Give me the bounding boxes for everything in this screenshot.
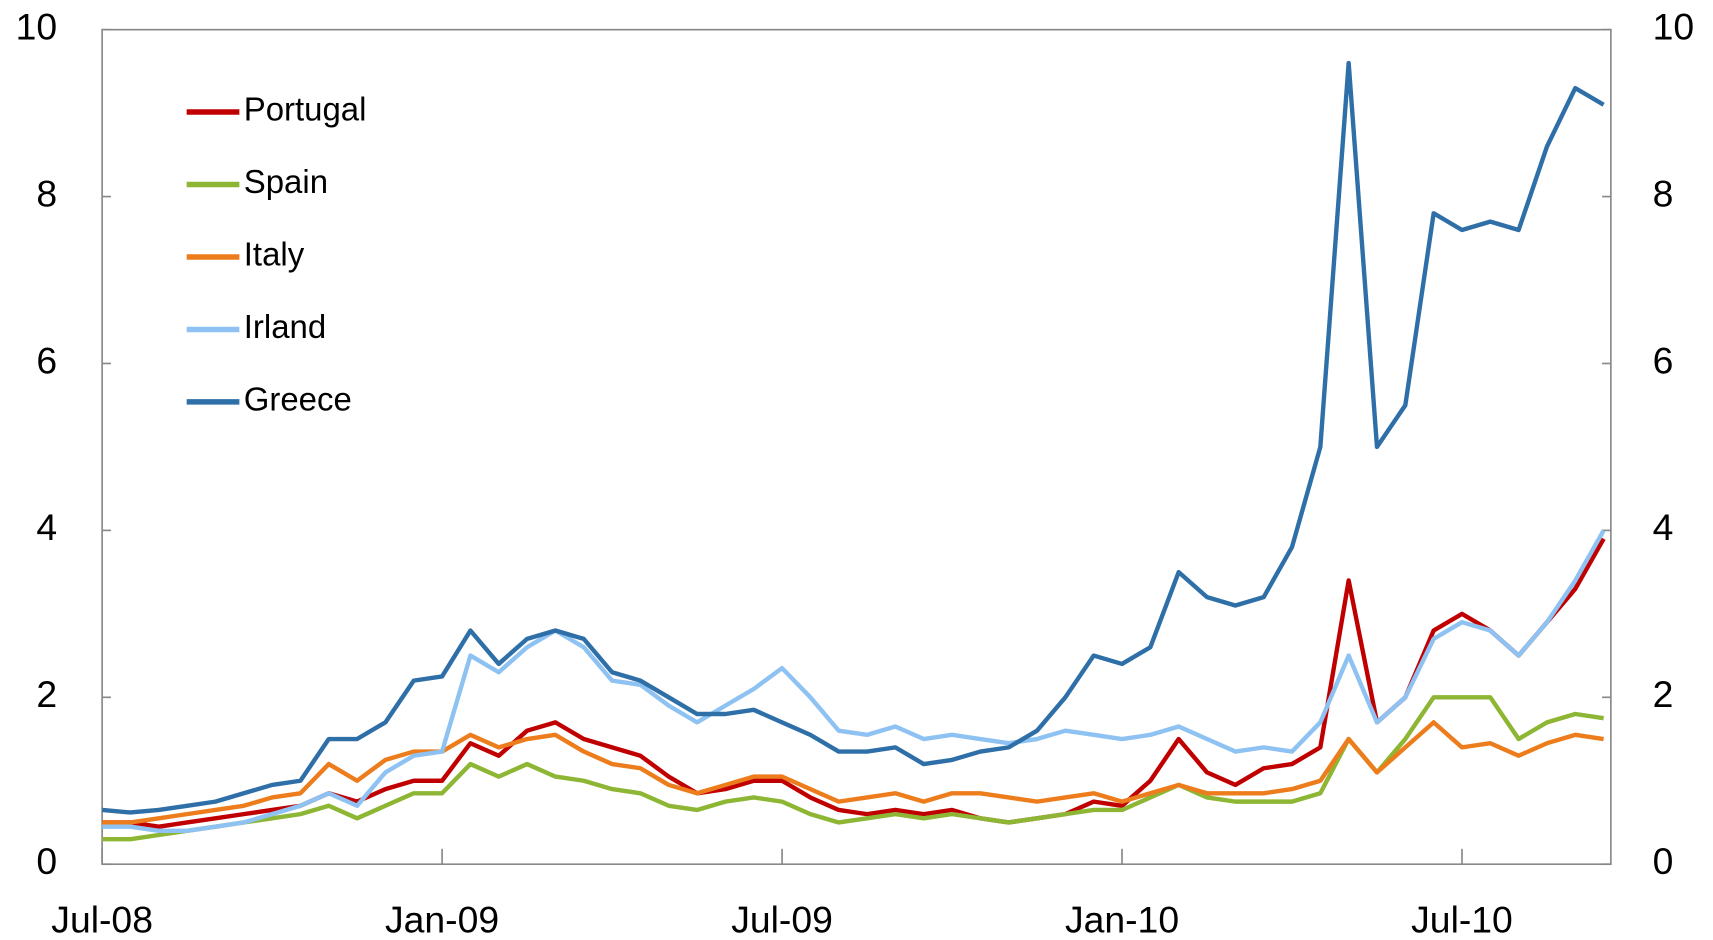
y2-tick-label: 10 <box>1653 6 1695 48</box>
x-tick-label: Jan-10 <box>1065 898 1179 940</box>
y-tick-label: 4 <box>36 506 57 548</box>
legend-label: Greece <box>244 381 352 418</box>
legend-label: Italy <box>244 236 305 273</box>
y2-tick-label: 8 <box>1653 172 1674 214</box>
x-tick-label: Jul-10 <box>1411 898 1513 940</box>
series-line <box>102 537 1606 829</box>
y2-tick-label: 6 <box>1653 339 1674 381</box>
legend-label: Portugal <box>244 91 367 128</box>
series-line <box>101 60 1605 815</box>
legend-label: Spain <box>244 163 328 200</box>
x-tick-label: Jul-08 <box>51 898 153 940</box>
y-tick-label: 10 <box>16 6 58 48</box>
y-tick-label: 6 <box>36 339 57 381</box>
x-tick-label: Jan-09 <box>385 898 499 940</box>
x-tick-label: Jul-09 <box>731 898 833 940</box>
y2-tick-label: 4 <box>1653 506 1674 548</box>
y2-tick-label: 0 <box>1653 840 1674 882</box>
series-line <box>102 529 1606 834</box>
y-tick-label: 8 <box>36 172 57 214</box>
y-tick-label: 2 <box>36 673 57 715</box>
y-tick-label: 0 <box>36 840 57 882</box>
legend-label: Irland <box>244 308 326 345</box>
plot-frame <box>101 28 1612 866</box>
y2-tick-label: 2 <box>1653 673 1674 715</box>
series-line <box>102 720 1604 825</box>
